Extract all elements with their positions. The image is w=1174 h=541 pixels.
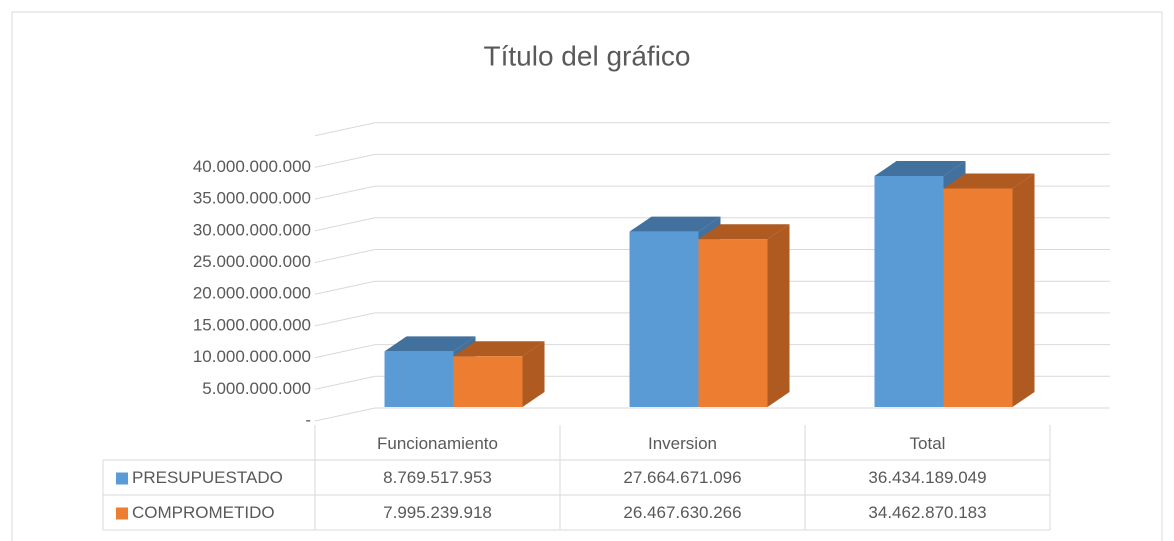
legend-label: COMPROMETIDO [132, 503, 275, 522]
bar-top [384, 336, 476, 352]
legend-swatch [116, 507, 128, 520]
bar-top [453, 341, 545, 357]
table-value: 7.995.239.918 [383, 503, 492, 522]
grid-line-side [314, 185, 376, 200]
grid-line-side [314, 249, 376, 263]
wall-top-side [314, 122, 376, 137]
bar-side [522, 341, 545, 407]
x-tick-label: Total [910, 434, 946, 453]
x-tick-label: Funcionamiento [377, 434, 498, 453]
chart-title: Título del gráfico [484, 40, 691, 71]
bar [453, 356, 523, 407]
y-tick-label: 10.000.000.000 [193, 347, 311, 366]
bar-top [874, 161, 966, 177]
y-tick-label: 15.000.000.000 [193, 315, 311, 334]
table-value: 26.467.630.266 [623, 503, 741, 522]
grid-line-side [314, 375, 376, 390]
table-value: 27.664.671.096 [623, 468, 741, 487]
grid-line-side [314, 153, 376, 168]
grid-line-side [314, 312, 376, 327]
grid-line-side [314, 217, 376, 232]
y-tick-label: 5.000.000.000 [202, 379, 311, 398]
grid-line-side [314, 344, 376, 359]
bar [874, 176, 944, 407]
x-tick-label: Inversion [648, 434, 717, 453]
bar-top [629, 216, 721, 232]
table-value: 36.434.189.049 [868, 468, 986, 487]
grid-line-side [314, 407, 376, 422]
table-value: 8.769.517.953 [383, 468, 492, 487]
bar [629, 231, 699, 407]
bar-top [698, 224, 790, 240]
bar-top [943, 173, 1035, 189]
legend-swatch [116, 472, 128, 485]
y-tick-label: 30.000.000.000 [193, 220, 311, 239]
bar [698, 239, 768, 407]
y-tick-label: 40.000.000.000 [193, 157, 311, 176]
table-value: 34.462.870.183 [868, 503, 986, 522]
bar [943, 188, 1013, 407]
legend-label: PRESUPUESTADO [132, 468, 283, 487]
bar-side [1012, 173, 1035, 407]
y-tick-label: 20.000.000.000 [193, 284, 311, 303]
bar-side [767, 224, 790, 407]
y-tick-label: 25.000.000.000 [193, 252, 311, 271]
grid-line-side [314, 280, 376, 295]
bar [384, 351, 454, 407]
y-tick-label: 35.000.000.000 [193, 189, 311, 208]
y-tick-label: - [305, 410, 311, 429]
